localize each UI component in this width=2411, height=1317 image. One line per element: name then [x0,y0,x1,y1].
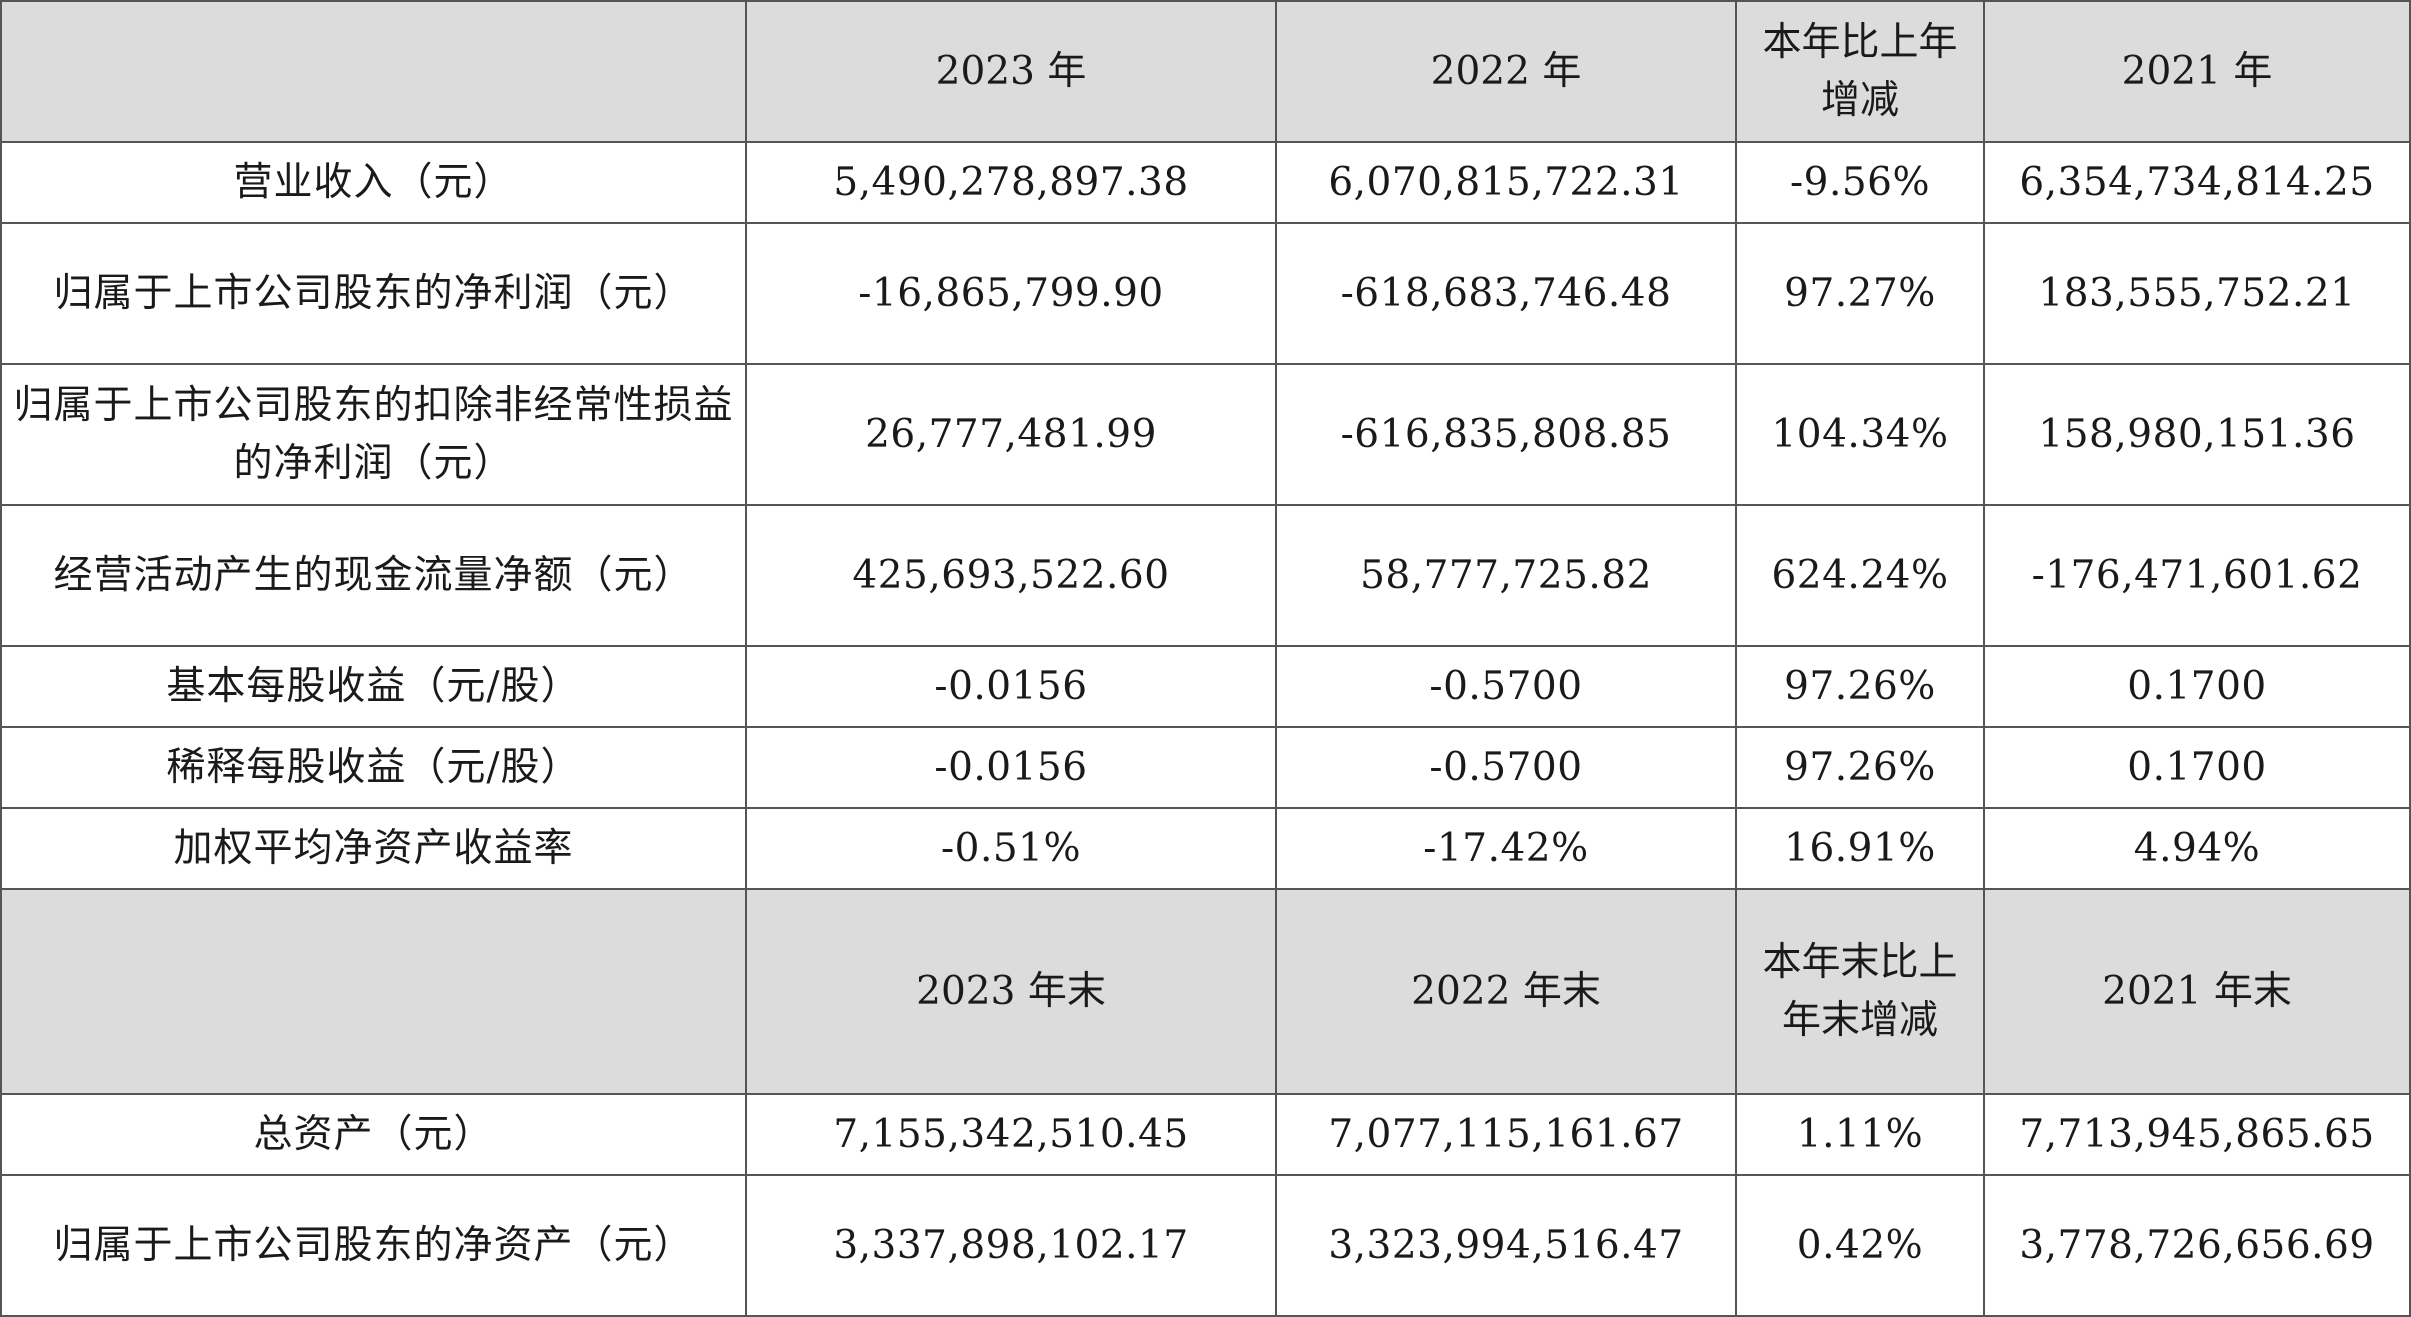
value-2021: 0.1700 [1983,645,2411,728]
value-change: 1.11% [1735,1093,1985,1176]
table-row: 经营活动产生的现金流量净额（元） 425,693,522.60 58,777,7… [0,504,2411,647]
value-2022: 58,777,725.82 [1275,504,1737,647]
value-2023: 5,490,278,897.38 [745,141,1277,224]
header-2022-end: 2022 年末 [1275,888,1737,1095]
header-blank-cell [0,0,747,143]
table-row: 归属于上市公司股东的净资产（元） 3,337,898,102.17 3,323,… [0,1174,2411,1317]
value-2021: 6,354,734,814.25 [1983,141,2411,224]
header-2021: 2021 年 [1983,0,2411,143]
value-2021: -176,471,601.62 [1983,504,2411,647]
value-2022: 6,070,815,722.31 [1275,141,1737,224]
value-2023: -0.0156 [745,726,1277,809]
row-label: 归属于上市公司股东的净资产（元） [0,1174,747,1317]
value-2022: -616,835,808.85 [1275,363,1737,506]
row-label: 稀释每股收益（元/股） [0,726,747,809]
table-row: 归属于上市公司股东的扣除非经常性损益的净利润（元） 26,777,481.99 … [0,363,2411,506]
row-label: 归属于上市公司股东的扣除非经常性损益的净利润（元） [0,363,747,506]
row-label: 基本每股收益（元/股） [0,645,747,728]
value-2021: 3,778,726,656.69 [1983,1174,2411,1317]
table-row: 加权平均净资产收益率 -0.51% -17.42% 16.91% 4.94% [0,807,2411,890]
value-2023: -0.0156 [745,645,1277,728]
header-blank-cell [0,888,747,1095]
value-2023: 26,777,481.99 [745,363,1277,506]
value-2023: -16,865,799.90 [745,222,1277,365]
header-2023: 2023 年 [745,0,1277,143]
value-2023: -0.51% [745,807,1277,890]
value-2022: -0.5700 [1275,726,1737,809]
table-row: 稀释每股收益（元/股） -0.0156 -0.5700 97.26% 0.170… [0,726,2411,809]
row-label: 营业收入（元） [0,141,747,224]
header-change-end: 本年末比上年末增减 [1735,888,1985,1095]
value-change: 624.24% [1735,504,1985,647]
row-label: 总资产（元） [0,1093,747,1176]
table-row: 归属于上市公司股东的净利润（元） -16,865,799.90 -618,683… [0,222,2411,365]
table-row: 总资产（元） 7,155,342,510.45 7,077,115,161.67… [0,1093,2411,1176]
value-2022: 7,077,115,161.67 [1275,1093,1737,1176]
value-change: 16.91% [1735,807,1985,890]
header-2021-end: 2021 年末 [1983,888,2411,1095]
value-2022: -17.42% [1275,807,1737,890]
header-2022: 2022 年 [1275,0,1737,143]
row-label: 归属于上市公司股东的净利润（元） [0,222,747,365]
value-change: 97.26% [1735,726,1985,809]
value-2022: -0.5700 [1275,645,1737,728]
table-row: 营业收入（元） 5,490,278,897.38 6,070,815,722.3… [0,141,2411,224]
value-change: 97.27% [1735,222,1985,365]
value-change: 104.34% [1735,363,1985,506]
table-header-row: 2023 年末 2022 年末 本年末比上年末增减 2021 年末 [0,888,2411,1095]
table-row: 基本每股收益（元/股） -0.0156 -0.5700 97.26% 0.170… [0,645,2411,728]
value-2021: 7,713,945,865.65 [1983,1093,2411,1176]
value-2021: 183,555,752.21 [1983,222,2411,365]
value-2022: -618,683,746.48 [1275,222,1737,365]
value-2021: 0.1700 [1983,726,2411,809]
row-label: 经营活动产生的现金流量净额（元） [0,504,747,647]
value-2023: 3,337,898,102.17 [745,1174,1277,1317]
value-2021: 158,980,151.36 [1983,363,2411,506]
value-change: 97.26% [1735,645,1985,728]
value-2023: 7,155,342,510.45 [745,1093,1277,1176]
value-2023: 425,693,522.60 [745,504,1277,647]
table-header-row: 2023 年 2022 年 本年比上年增减 2021 年 [0,0,2411,143]
value-2021: 4.94% [1983,807,2411,890]
header-change: 本年比上年增减 [1735,0,1985,143]
header-2023-end: 2023 年末 [745,888,1277,1095]
value-2022: 3,323,994,516.47 [1275,1174,1737,1317]
value-change: 0.42% [1735,1174,1985,1317]
row-label: 加权平均净资产收益率 [0,807,747,890]
value-change: -9.56% [1735,141,1985,224]
